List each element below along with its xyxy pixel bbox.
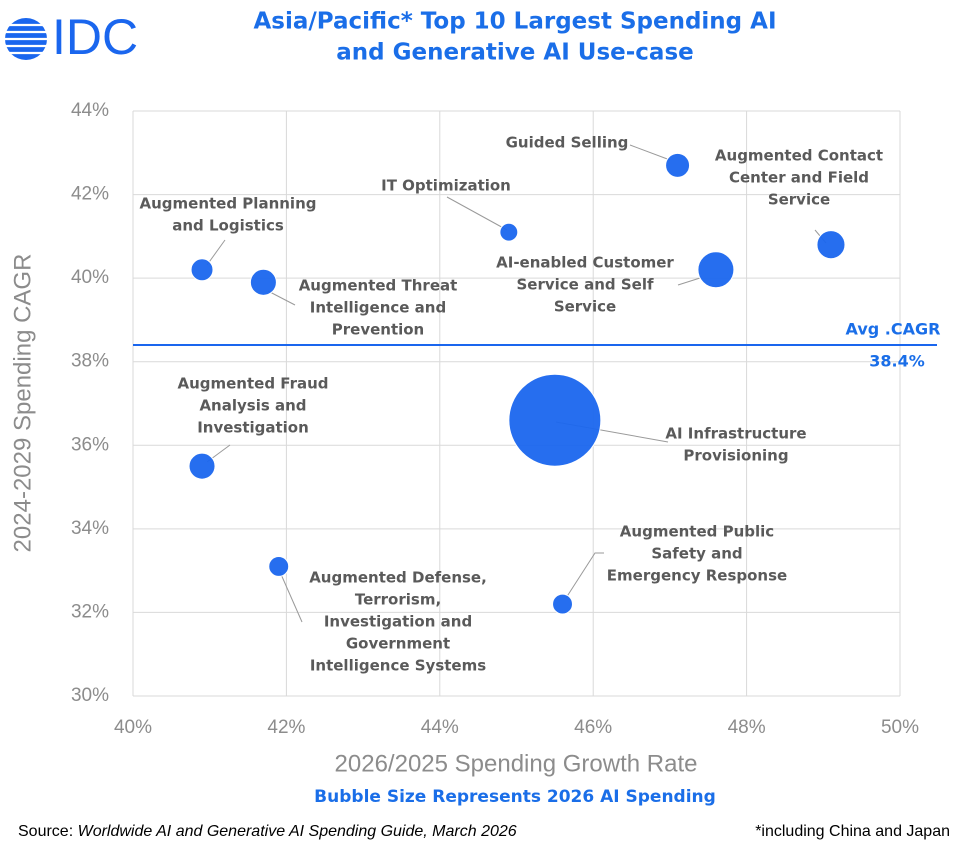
bubble bbox=[665, 152, 691, 178]
chart-title: and Generative AI Use-case bbox=[336, 40, 693, 66]
bubble-label: AI-enabled Customer bbox=[496, 254, 674, 272]
bubble-label: Service bbox=[554, 298, 616, 316]
source-prefix: Source: bbox=[18, 823, 73, 840]
y-tick-label: 44% bbox=[71, 100, 109, 121]
bubble-label: Analysis and bbox=[199, 397, 306, 415]
bubble-label: Provisioning bbox=[683, 447, 788, 465]
leader-line bbox=[629, 144, 671, 161]
source: Source: Worldwide AI and Generative AI S… bbox=[18, 823, 517, 840]
x-tick-label: 48% bbox=[728, 717, 766, 738]
bubble bbox=[697, 251, 735, 289]
bubble-label: Augmented Contact bbox=[715, 147, 883, 165]
bubble bbox=[190, 258, 214, 282]
bubble-label: Terrorism, bbox=[355, 591, 441, 609]
y-tick-label: 34% bbox=[71, 518, 109, 539]
y-tick-label: 42% bbox=[71, 184, 109, 205]
y-tick-label: 32% bbox=[71, 601, 109, 622]
leader-line bbox=[565, 552, 604, 599]
source-text: Worldwide AI and Generative AI Spending … bbox=[78, 823, 517, 840]
bubble-label: Augmented Threat bbox=[299, 277, 458, 295]
size-note: Bubble Size Represents 2026 AI Spending bbox=[314, 787, 716, 807]
bubble-label: Augmented Planning bbox=[140, 195, 317, 213]
leader-line bbox=[677, 277, 701, 286]
bubble-label: Center and Field bbox=[729, 169, 869, 187]
x-tick-label: 42% bbox=[267, 717, 305, 738]
bubble-label: Emergency Response bbox=[607, 567, 787, 585]
bubble-label: Investigation bbox=[197, 419, 309, 437]
reference-label: 38.4% bbox=[869, 352, 925, 371]
bubble-label: Intelligence Systems bbox=[310, 657, 486, 675]
bubble-label: Intelligence and bbox=[310, 299, 446, 317]
logo-text: IDC bbox=[52, 9, 138, 65]
bubble bbox=[552, 593, 573, 615]
bubble bbox=[816, 230, 846, 260]
bubble-label: Service and Self bbox=[517, 276, 654, 294]
bubble-label: Investigation and bbox=[324, 613, 472, 631]
bubble-label: Service bbox=[768, 191, 830, 209]
x-tick-label: 46% bbox=[574, 717, 612, 738]
x-tick-label: 50% bbox=[881, 717, 919, 738]
chart-title: Asia/Pacific* Top 10 Largest Spending AI bbox=[253, 9, 776, 35]
bubble bbox=[499, 222, 519, 242]
bubble-label: Government bbox=[346, 635, 450, 653]
bubble-label: AI Infrastructure bbox=[665, 425, 806, 443]
leader-line bbox=[206, 239, 226, 266]
x-tick-label: 44% bbox=[421, 717, 459, 738]
bubble bbox=[188, 452, 216, 480]
y-tick-label: 36% bbox=[71, 434, 109, 455]
bubble-label: Safety and bbox=[651, 545, 742, 563]
bubble-label: Guided Selling bbox=[506, 134, 629, 152]
bubble-label: IT Optimization bbox=[381, 177, 511, 195]
bubble bbox=[508, 373, 602, 467]
bubble-label: and Logistics bbox=[172, 217, 284, 235]
logo: IDC bbox=[4, 9, 138, 65]
bubble-label: Augmented Fraud bbox=[177, 375, 328, 393]
bubble-label: Augmented Defense, bbox=[309, 569, 487, 587]
y-tick-label: 30% bbox=[71, 685, 109, 706]
bubble-label: Augmented Public bbox=[620, 523, 774, 541]
y-tick-label: 40% bbox=[71, 267, 109, 288]
y-axis-title: 2024-2029 Spending CAGR bbox=[9, 254, 36, 553]
leader-line bbox=[267, 290, 296, 306]
footnote: *including China and Japan bbox=[755, 823, 950, 840]
x-axis-title: 2026/2025 Spending Growth Rate bbox=[335, 750, 698, 777]
x-tick-label: 40% bbox=[114, 717, 152, 738]
leader-line bbox=[279, 571, 303, 623]
bubble bbox=[268, 555, 290, 577]
y-tick-label: 38% bbox=[71, 351, 109, 372]
leader-line bbox=[446, 196, 508, 231]
reference-name: Avg .CAGR bbox=[846, 320, 941, 339]
logo-stripes bbox=[4, 23, 48, 55]
bubble-label: Prevention bbox=[332, 321, 425, 339]
bubble bbox=[249, 268, 277, 296]
